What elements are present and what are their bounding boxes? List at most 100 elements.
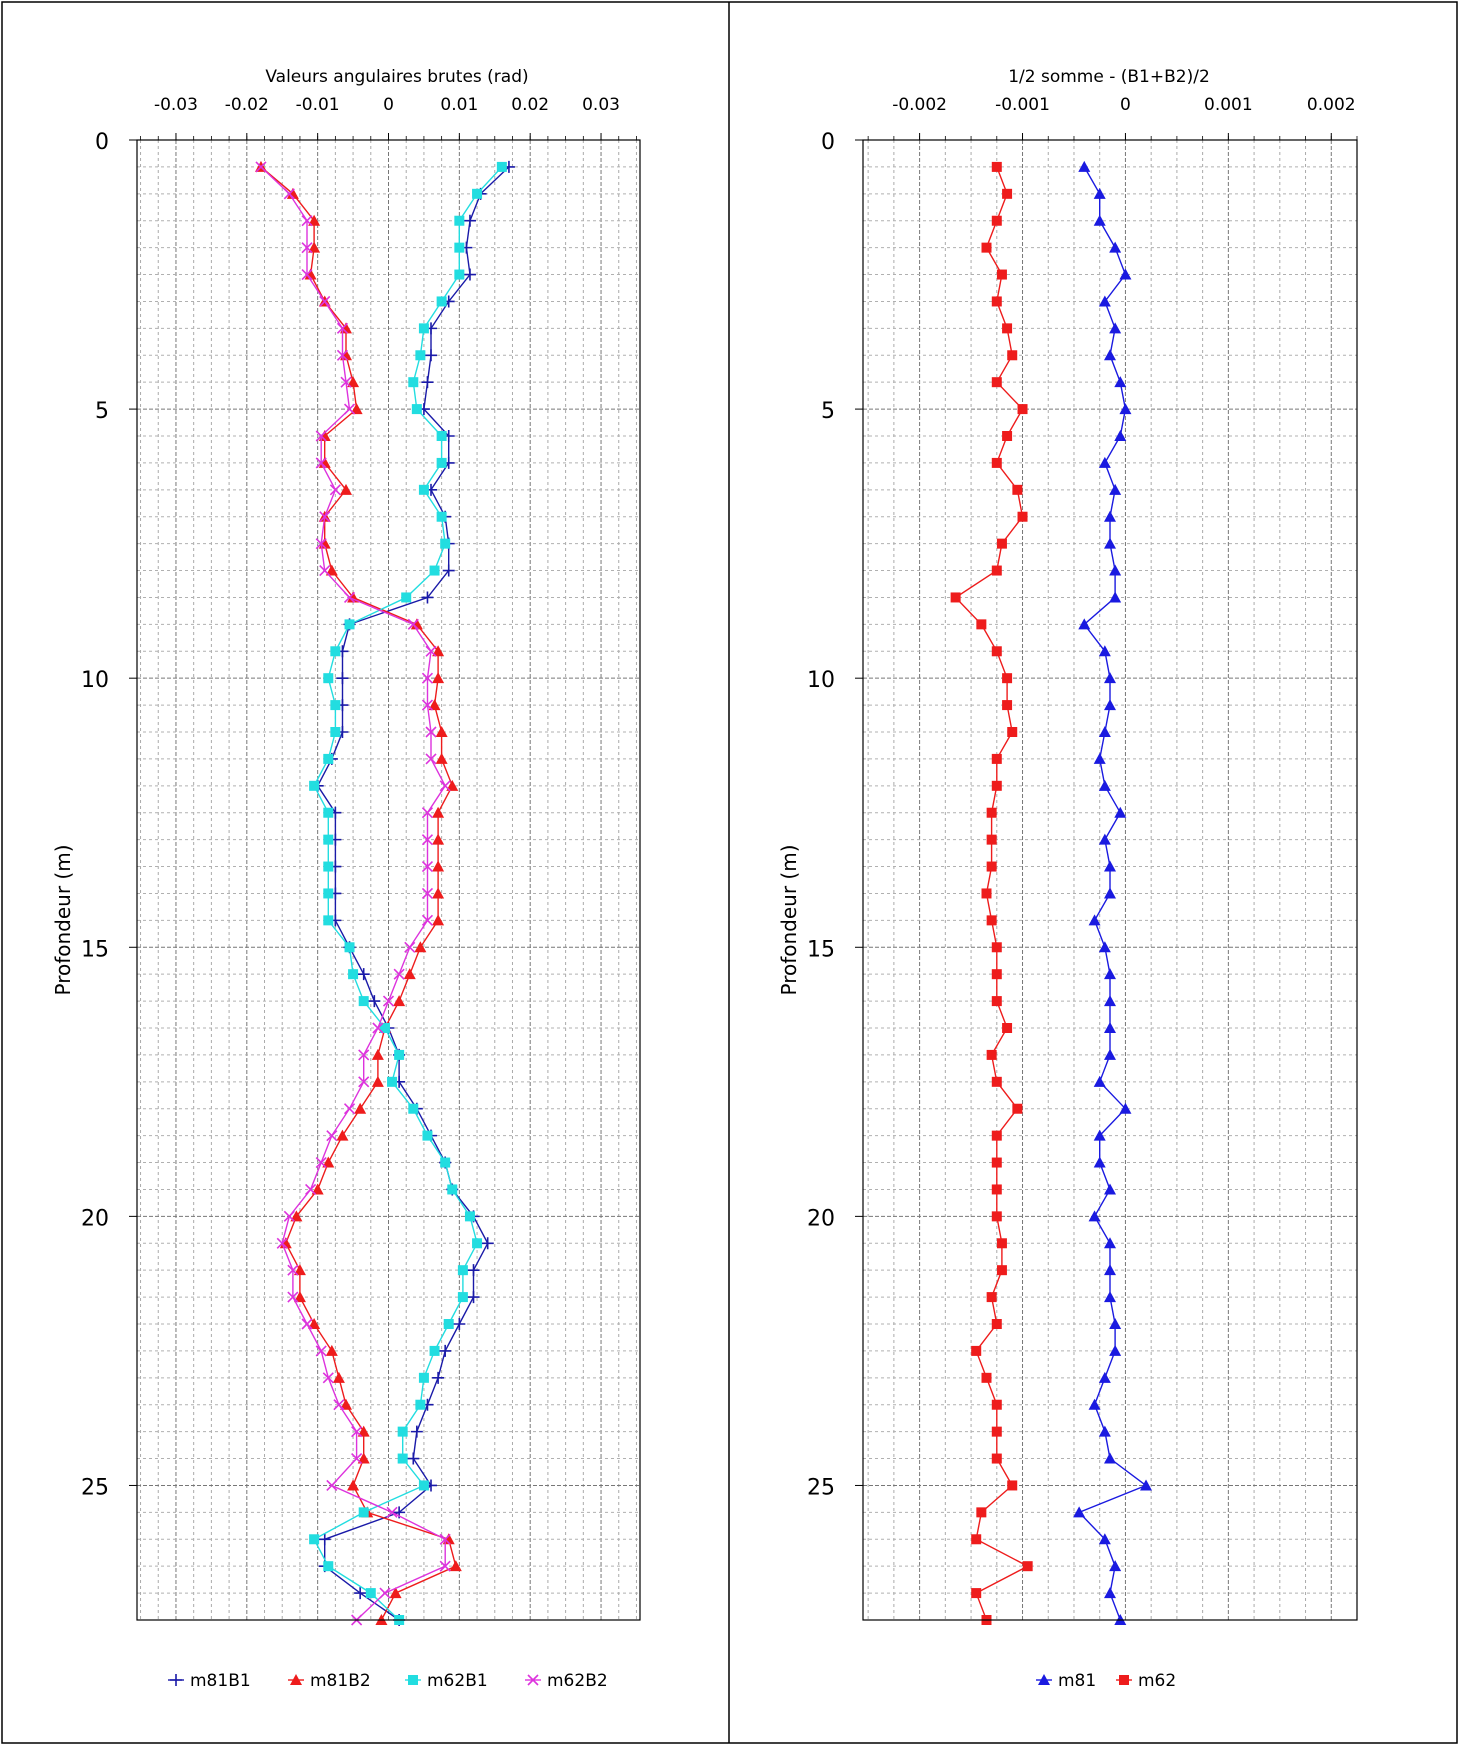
- data-point-m62: [986, 861, 997, 872]
- data-point-m62B2: [276, 1237, 288, 1249]
- right-panel: 1/2 somme - (B1+B2)/2 Profondeur (m) -0.…: [777, 67, 1358, 1691]
- data-point-m62B2: [439, 1560, 451, 1572]
- data-point-m81B1: [481, 1237, 494, 1250]
- data-point-m62B2: [343, 403, 356, 415]
- data-point-m62: [1007, 1480, 1018, 1491]
- left-legend: m81B1 m81B2 m62B1 m62B2: [168, 1671, 608, 1691]
- y-tick-label: 15: [807, 937, 835, 962]
- data-point-m62: [991, 1211, 1002, 1222]
- data-point-m81: [1109, 322, 1122, 334]
- data-point-m81: [1104, 1237, 1116, 1249]
- data-point-m62B1: [447, 1184, 458, 1195]
- y-tick-label: 25: [81, 1475, 109, 1500]
- data-point-m62: [996, 538, 1007, 549]
- y-tick-label: 10: [807, 668, 835, 693]
- data-point-m62: [981, 1372, 992, 1383]
- y-tick-label: 20: [807, 1206, 835, 1231]
- data-point-m62B2: [421, 807, 434, 819]
- data-point-m81: [1104, 968, 1116, 980]
- data-point-m81B1: [463, 268, 476, 281]
- data-point-m62: [996, 269, 1007, 280]
- data-point-m62B1: [323, 888, 334, 899]
- data-point-m62B1: [436, 511, 447, 522]
- data-point-m81: [1119, 403, 1132, 415]
- right-series: [950, 160, 1153, 1625]
- data-point-m81: [1114, 806, 1127, 818]
- data-point-m81: [1093, 214, 1106, 226]
- data-point-m62B1: [344, 942, 355, 953]
- data-point-m62B2: [425, 753, 437, 765]
- data-point-m81: [1109, 564, 1122, 576]
- data-point-m62B1: [323, 915, 334, 926]
- data-point-m81B1: [368, 995, 381, 1008]
- legend-label: m81B1: [190, 1671, 251, 1691]
- data-point-m81B1: [410, 1425, 423, 1438]
- data-point-m81: [1109, 591, 1122, 603]
- data-point-m81B2: [371, 1075, 384, 1087]
- data-point-m62B2: [283, 1210, 295, 1222]
- legend-marker: [527, 1674, 539, 1686]
- legend-label: m62: [1138, 1671, 1176, 1691]
- data-point-m81B2: [432, 806, 445, 818]
- data-point-m81: [1104, 1264, 1116, 1276]
- data-point-m81B2: [325, 564, 338, 576]
- data-point-m62B2: [305, 1183, 317, 1196]
- y-tick-label: 5: [821, 399, 835, 424]
- data-point-m62B2: [319, 295, 331, 308]
- data-point-m81: [1140, 1479, 1153, 1491]
- data-point-m81: [1088, 1398, 1101, 1410]
- data-point-m62B2: [315, 1156, 327, 1169]
- data-point-m62: [971, 1345, 982, 1356]
- data-point-m81B2: [357, 1452, 370, 1464]
- data-point-m81B1: [421, 591, 434, 604]
- data-point-m62: [971, 1534, 982, 1545]
- data-point-m62: [1002, 1023, 1013, 1033]
- data-point-m81B2: [308, 214, 321, 226]
- data-point-m81B1: [425, 349, 438, 362]
- data-point-m62B1: [358, 1507, 369, 1518]
- y-tick-label: 0: [95, 130, 109, 155]
- data-point-m81: [1098, 1533, 1111, 1545]
- data-point-m62B1: [330, 646, 341, 657]
- data-point-m81B2: [410, 618, 423, 630]
- legend-item-m62: m62: [1116, 1671, 1176, 1691]
- data-point-m81: [1104, 537, 1116, 549]
- data-point-m81B1: [357, 968, 370, 981]
- data-point-m62B1: [436, 457, 447, 468]
- x-tick-label: -0.02: [225, 95, 269, 115]
- data-point-m62B1: [418, 1372, 429, 1383]
- data-point-m81B2: [339, 483, 352, 495]
- data-point-m62B2: [301, 215, 313, 227]
- data-point-m81: [1114, 376, 1127, 388]
- right-legend: m81 m62: [1036, 1671, 1176, 1691]
- data-point-m62B2: [421, 914, 434, 926]
- data-point-m62B2: [372, 1022, 384, 1034]
- right-y-axis-label: Profondeur (m): [777, 844, 801, 995]
- data-point-m62B1: [415, 350, 426, 361]
- right-chart-title: 1/2 somme - (B1+B2)/2: [1008, 67, 1210, 87]
- left-panel: Valeurs angulaires brutes (rad) Profonde…: [51, 67, 641, 1691]
- data-point-m62B1: [443, 1319, 454, 1329]
- data-point-m62B1: [344, 619, 355, 630]
- data-point-m62B1: [429, 1345, 440, 1356]
- data-point-m81B1: [442, 564, 455, 577]
- data-point-m81: [1073, 1506, 1086, 1518]
- data-point-m62B1: [411, 404, 422, 415]
- data-point-m62: [996, 1265, 1007, 1276]
- data-point-m81: [1098, 1425, 1111, 1437]
- data-point-m81B2: [304, 268, 317, 280]
- data-point-m81: [1114, 430, 1127, 441]
- data-point-m62B2: [315, 1345, 327, 1357]
- data-point-m62B2: [340, 376, 352, 388]
- data-point-m81B2: [332, 1371, 345, 1383]
- data-point-m62B1: [397, 1426, 408, 1437]
- data-point-m62B2: [393, 968, 405, 980]
- data-point-m62B2: [351, 1452, 363, 1465]
- data-point-m62B1: [457, 1265, 468, 1276]
- y-tick-label: 15: [81, 937, 109, 962]
- data-point-m62B2: [326, 1130, 338, 1142]
- data-point-m62: [991, 942, 1002, 953]
- data-point-m81: [1088, 914, 1101, 926]
- data-point-m62: [996, 1238, 1007, 1249]
